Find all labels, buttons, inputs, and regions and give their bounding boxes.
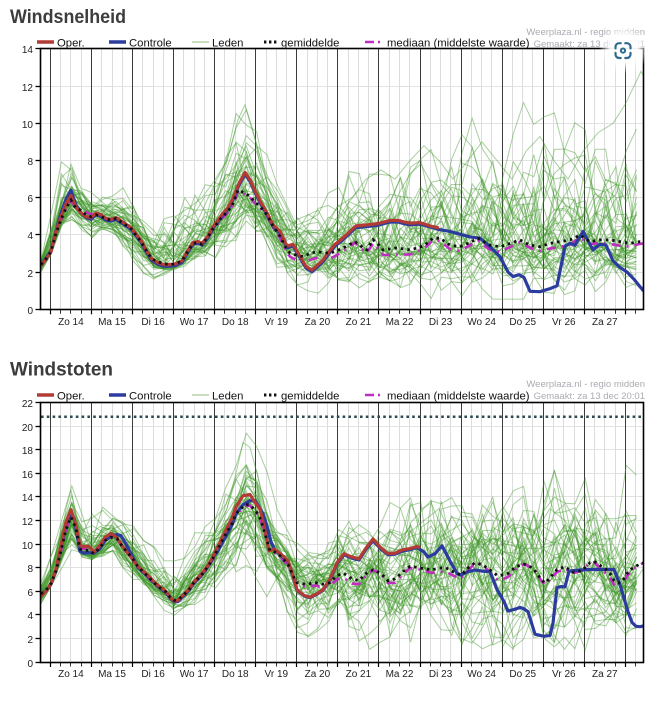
svg-text:0: 0	[27, 659, 33, 670]
svg-text:Weerplaza.nl - regio midden: Weerplaza.nl - regio midden	[526, 27, 645, 38]
svg-text:12: 12	[22, 517, 34, 528]
svg-text:Do 18: Do 18	[222, 669, 249, 680]
svg-text:gemiddelde: gemiddelde	[281, 38, 339, 50]
svg-text:mediaan (middelste waarde): mediaan (middelste waarde)	[387, 38, 530, 50]
svg-text:22: 22	[22, 399, 34, 410]
svg-text:10: 10	[22, 120, 34, 131]
svg-text:Wo 24: Wo 24	[467, 669, 496, 680]
svg-text:Oper.: Oper.	[57, 38, 85, 50]
svg-text:Zo 21: Zo 21	[346, 317, 372, 328]
svg-text:Wo 17: Wo 17	[180, 317, 209, 328]
svg-text:Wo 17: Wo 17	[180, 669, 209, 680]
svg-text:Di 16: Di 16	[141, 669, 165, 680]
svg-text:8: 8	[27, 157, 33, 168]
svg-text:14: 14	[22, 493, 34, 504]
svg-text:mediaan (middelste waarde): mediaan (middelste waarde)	[387, 391, 530, 403]
svg-text:Vr 19: Vr 19	[265, 669, 289, 680]
svg-text:Di 23: Di 23	[429, 669, 453, 680]
svg-text:Zo 21: Zo 21	[346, 669, 372, 680]
svg-text:2: 2	[27, 269, 33, 280]
svg-text:Controle: Controle	[129, 391, 172, 403]
svg-text:0: 0	[27, 306, 33, 317]
svg-text:18: 18	[22, 446, 34, 457]
svg-text:Vr 26: Vr 26	[552, 669, 576, 680]
svg-text:Vr 19: Vr 19	[265, 317, 289, 328]
svg-text:Gemaakt: za 13 dec 20:01: Gemaakt: za 13 dec 20:01	[534, 391, 645, 402]
svg-text:4: 4	[27, 231, 33, 242]
svg-text:Gemaakt: za 13 dec 20:01: Gemaakt: za 13 dec 20:01	[534, 39, 645, 50]
svg-text:12: 12	[22, 83, 34, 94]
svg-text:Ma 15: Ma 15	[98, 669, 126, 680]
svg-text:Za 20: Za 20	[305, 669, 331, 680]
svg-text:Ma 22: Ma 22	[386, 317, 414, 328]
svg-text:Wo 24: Wo 24	[467, 317, 496, 328]
svg-text:Vr 26: Vr 26	[552, 317, 576, 328]
svg-text:Leden: Leden	[212, 391, 243, 403]
svg-text:gemiddelde: gemiddelde	[281, 391, 339, 403]
svg-text:Za 27: Za 27	[592, 669, 618, 680]
svg-text:8: 8	[27, 564, 33, 575]
svg-text:Ma 15: Ma 15	[98, 317, 126, 328]
svg-text:2: 2	[27, 635, 33, 646]
svg-text:6: 6	[27, 588, 33, 599]
svg-text:Do 18: Do 18	[222, 317, 249, 328]
svg-text:Oper.: Oper.	[57, 391, 85, 403]
svg-text:Controle: Controle	[129, 38, 172, 50]
svg-text:Za 27: Za 27	[592, 317, 618, 328]
svg-text:10: 10	[22, 541, 34, 552]
svg-text:16: 16	[22, 470, 34, 481]
svg-text:Windsnelheid: Windsnelheid	[10, 7, 126, 28]
svg-text:Di 16: Di 16	[141, 317, 165, 328]
svg-text:20: 20	[22, 423, 34, 434]
svg-text:6: 6	[27, 194, 33, 205]
svg-text:14: 14	[22, 45, 34, 56]
svg-text:Za 20: Za 20	[305, 317, 331, 328]
svg-text:Ma 22: Ma 22	[386, 669, 414, 680]
svg-text:Leden: Leden	[212, 38, 243, 50]
svg-text:Di 23: Di 23	[429, 317, 453, 328]
svg-text:Zo 14: Zo 14	[58, 669, 84, 680]
svg-text:Do 25: Do 25	[509, 317, 536, 328]
svg-text:Windstoten: Windstoten	[10, 359, 113, 380]
svg-text:Do 25: Do 25	[509, 669, 536, 680]
svg-text:Zo 14: Zo 14	[58, 317, 84, 328]
svg-text:Weerplaza.nl - regio midden: Weerplaza.nl - regio midden	[526, 379, 645, 390]
svg-text:4: 4	[27, 611, 33, 622]
